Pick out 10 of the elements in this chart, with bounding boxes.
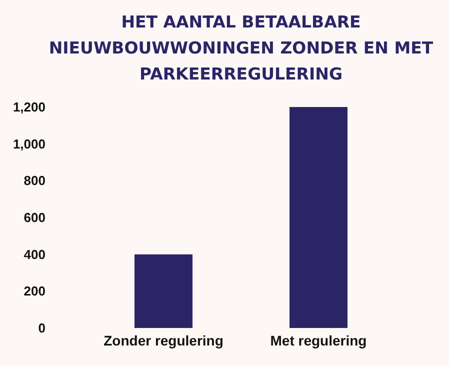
y-tick-label: 600 xyxy=(24,210,46,225)
chart-title: HET AANTAL BETAALBARE NIEUWBOUWWONINGEN ZONDER EN MET PARKEERREGULERING xyxy=(48,12,434,84)
y-tick-label: 0 xyxy=(38,320,46,336)
y-tick-label: 400 xyxy=(24,246,46,262)
y-tick-label: 1,200 xyxy=(12,100,46,114)
x-tick-label: Met regulering xyxy=(270,332,367,348)
y-tick-label: 200 xyxy=(24,284,46,299)
y-tick-label: 800 xyxy=(24,173,46,188)
y-tick-label: 1,000 xyxy=(12,136,46,152)
x-tick-label: Zonder regulering xyxy=(104,332,224,348)
